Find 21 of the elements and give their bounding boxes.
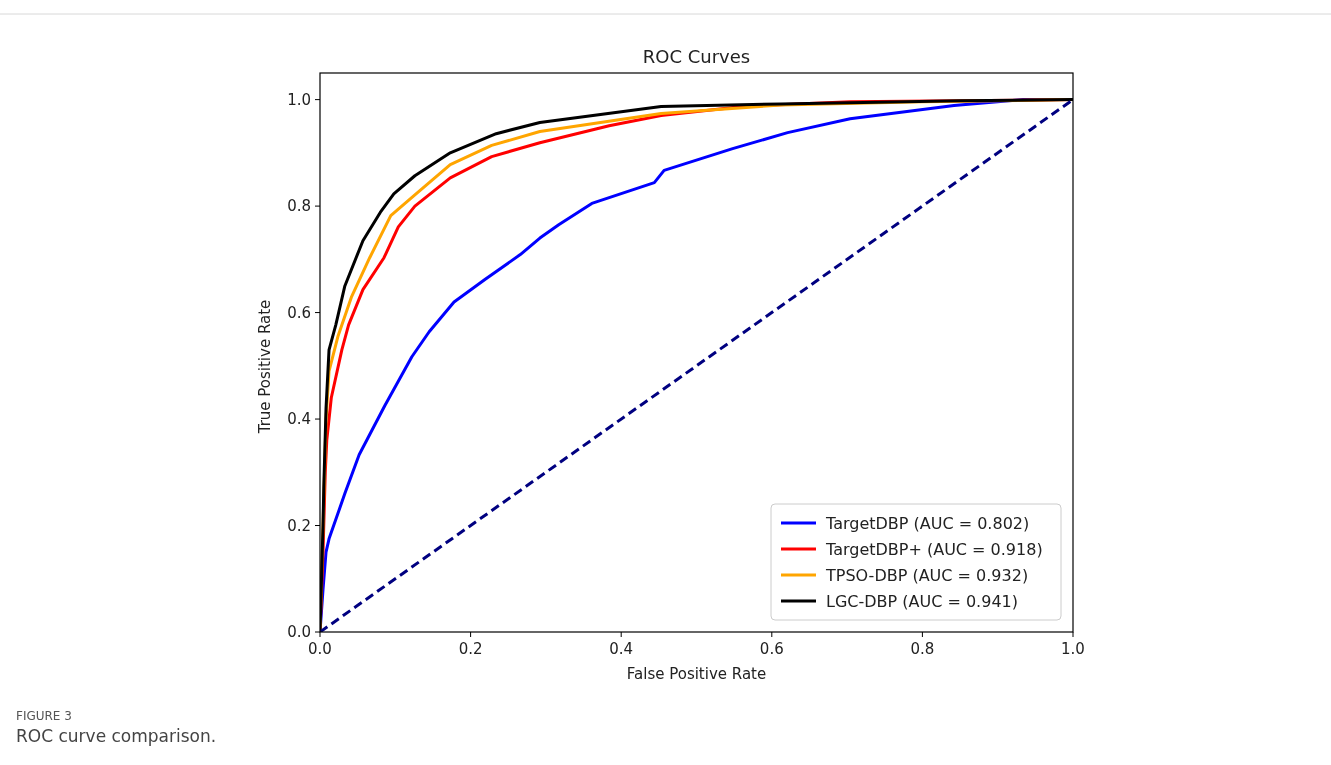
x-tick-label: 0.2	[458, 640, 483, 658]
legend-label: LGC-DBP (AUC = 0.941)	[826, 592, 1018, 611]
y-axis-title: True Positive Rate	[256, 299, 274, 435]
y-tick-label: 0.6	[287, 303, 311, 322]
x-tick-label: 1.0	[1061, 640, 1085, 658]
chart-title: ROC Curves	[642, 46, 751, 67]
x-tick-label: 0.6	[759, 640, 784, 658]
text: ROC curve comparison.	[16, 726, 217, 746]
legend-label: TargetDBP+ (AUC = 0.918)	[825, 540, 1043, 559]
y-tick-label: 0.8	[287, 197, 311, 216]
y-tick-label: 0.2	[287, 516, 311, 535]
y-tick-label: 0.4	[287, 410, 311, 429]
y-tick-label: 1.0	[287, 90, 311, 109]
y-tick-label: 0.0	[287, 623, 311, 641]
legend-label: TargetDBP (AUC = 0.802)	[825, 514, 1030, 533]
x-axis-title: False Positive Rate	[626, 665, 767, 683]
legend-label: TPSO-DBP (AUC = 0.932)	[825, 566, 1029, 585]
x-tick-label: 0.4	[609, 640, 634, 658]
caption: FIGURE 3	[16, 709, 72, 723]
x-tick-label: 0.0	[308, 640, 332, 658]
x-tick-label: 0.8	[910, 640, 935, 658]
